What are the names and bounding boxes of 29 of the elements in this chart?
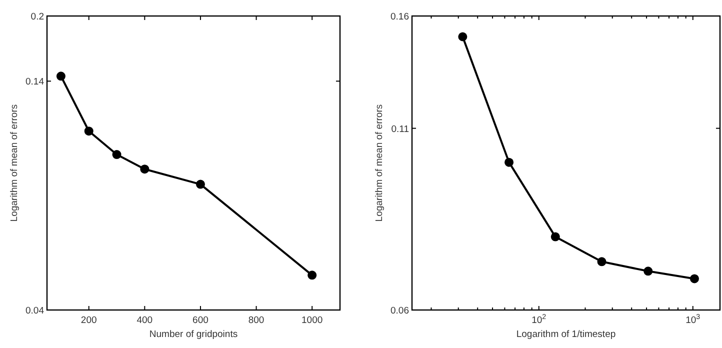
point xyxy=(458,32,468,42)
x-tick-label: 10$^{3}$ xyxy=(686,313,700,326)
point xyxy=(196,180,205,189)
x-tick-label: 800 xyxy=(248,315,264,326)
y-tick-label: 0.14 xyxy=(26,76,44,88)
point xyxy=(644,266,653,276)
y-tick-label: 0.04 xyxy=(26,306,44,316)
x-axis-title: Number of gridpoints xyxy=(149,329,238,340)
x-tick-label: 1000 xyxy=(302,315,323,326)
point xyxy=(597,257,606,266)
x-tick-label: 400 xyxy=(136,315,153,326)
y-axis-title: Logarithm of mean of errors xyxy=(9,104,20,222)
y-tick-label: 0.11 xyxy=(391,124,409,135)
point xyxy=(112,150,122,160)
x-tick-label: 10$^{2}$ xyxy=(532,313,546,326)
point xyxy=(84,126,94,136)
x-tick-label: 600 xyxy=(192,315,208,326)
point xyxy=(504,158,514,167)
y-tick-label: 0.16 xyxy=(390,12,409,22)
point xyxy=(550,232,560,242)
y-tick-label: 0.2 xyxy=(30,12,44,22)
x-tick-label: 200 xyxy=(80,315,97,326)
point xyxy=(690,274,699,284)
y-tick-label: 0.06 xyxy=(390,306,409,316)
x-axis-title: Logarithm of 1/timestep xyxy=(516,329,616,340)
point xyxy=(140,164,150,174)
point xyxy=(56,72,66,81)
point xyxy=(308,270,317,280)
y-axis-title: Logarithm of mean of errors xyxy=(374,104,385,222)
